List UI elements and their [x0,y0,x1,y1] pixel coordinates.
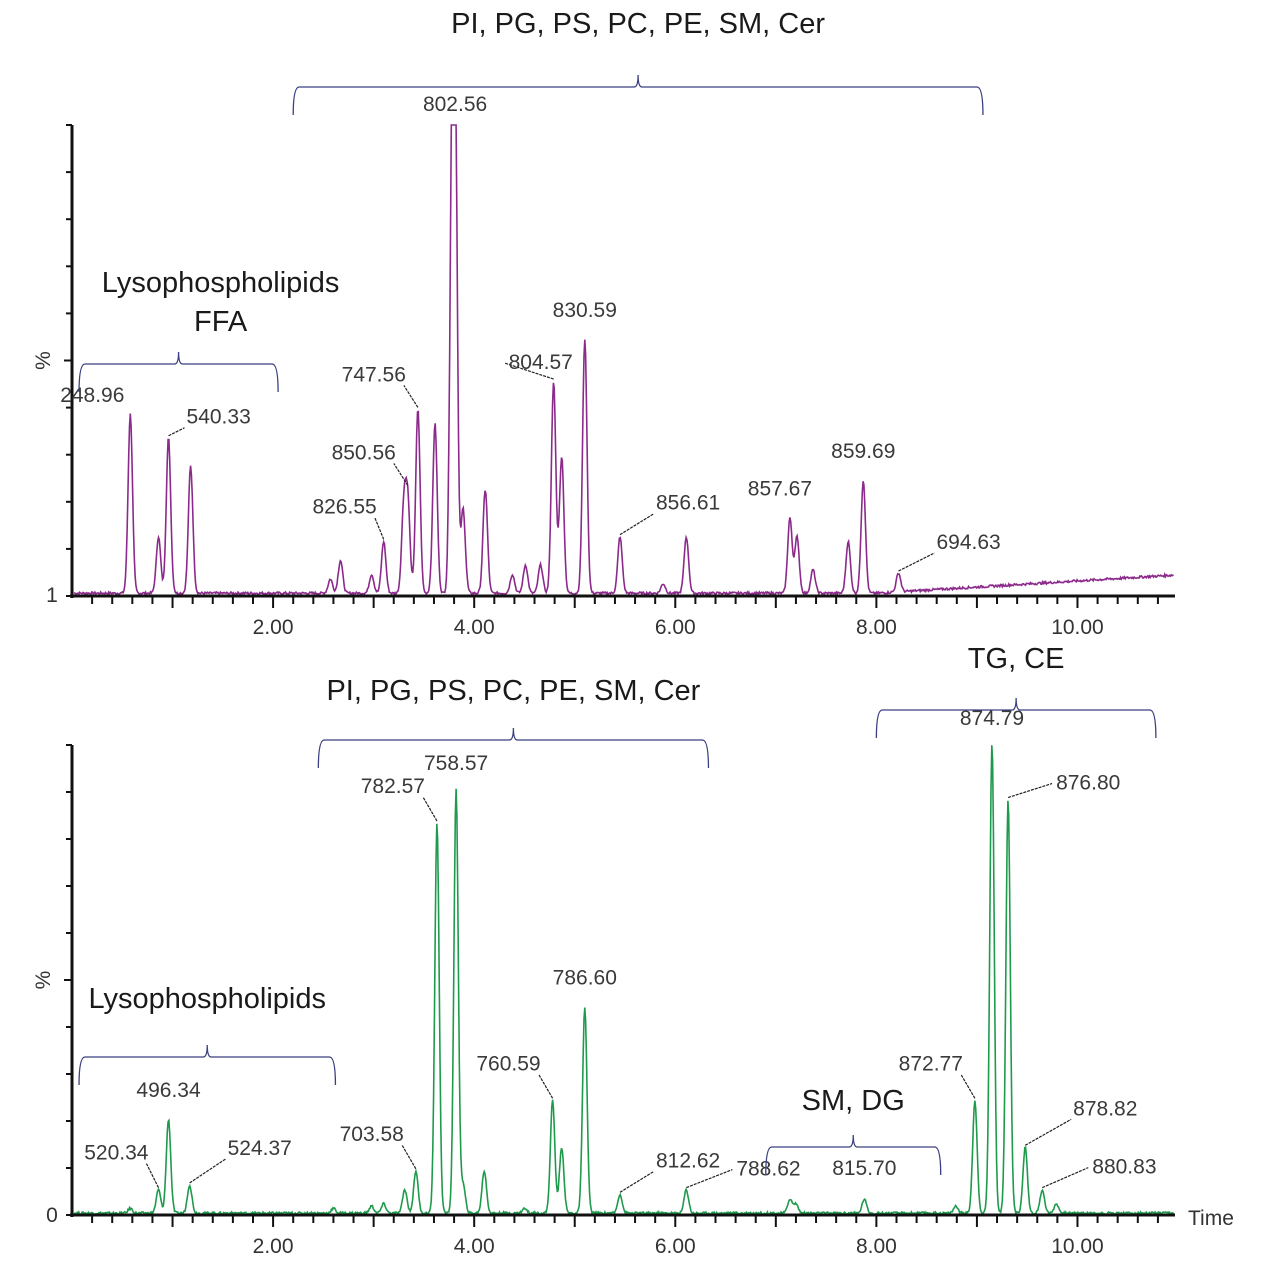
peak-label: 248.96 [60,384,124,407]
peak-label: 540.33 [187,406,251,429]
y-min-label: 1 [46,584,58,607]
peak-leader-line [422,796,438,822]
chromatogram-trace [73,124,1174,597]
peak-label: 760.59 [476,1052,540,1075]
x-tick-label: 8.00 [856,616,897,639]
peak-label: 880.83 [1092,1156,1156,1179]
peak-leader-line [686,1169,733,1189]
peak-leader-line [898,552,935,572]
peak-label: 859.69 [831,440,895,463]
peak-leader-line [189,1158,226,1184]
peak-label: 874.79 [960,707,1024,730]
x-tick-label: 8.00 [856,1235,897,1258]
peak-label: 496.34 [136,1079,201,1102]
peak-leader-line [619,1170,655,1193]
group-label: PI, PG, PS, PC, PE, SM, Cer [451,8,825,40]
x-tick-label: 2.00 [253,1235,294,1258]
peak-label: 694.63 [936,531,1000,554]
group-label: SM, DG [802,1085,905,1117]
peak-label: 703.58 [340,1123,404,1146]
peak-label: 872.77 [899,1052,963,1075]
peak-label: 856.61 [656,492,720,515]
peak-leader-line [619,513,655,536]
x-tick-label: 10.00 [1051,616,1104,639]
group-bracket [317,727,710,769]
peak-leader-line [538,1074,554,1099]
group-label: PI, PG, PS, PC, PE, SM, Cer [326,675,700,707]
peak-leader-line [1024,1118,1072,1146]
peak-leader-line [145,1163,160,1188]
peak-leader-line [1042,1167,1089,1189]
group-bracket [292,74,984,116]
peak-leader-line [403,385,419,408]
peak-leader-line [393,463,409,486]
x-tick-label: 6.00 [655,616,696,639]
peak-label: 758.57 [424,752,488,775]
peak-label: 524.37 [228,1137,292,1160]
x-tick-label: 6.00 [655,1235,696,1258]
x-tick-label: 10.00 [1051,1235,1104,1258]
peak-label: 812.62 [656,1149,720,1172]
chart-panel-1: 2.00 4.00 6.00 8.00 10.00% 1 248.96 540.33 826.5… [32,8,1175,639]
group-bracket [875,697,1157,739]
peak-label: 826.55 [312,495,376,518]
group-label-line2: FFA [194,306,248,338]
group-label: Lysophospholipids [88,983,326,1015]
peak-label: 878.82 [1073,1097,1137,1120]
peak-leader-line [374,517,385,540]
y-axis-label: % [32,351,55,370]
x-tick-label: 2.00 [253,616,294,639]
peak-leader-line [168,427,185,437]
x-tick-label: 4.00 [454,1235,495,1258]
group-label: TG, CE [968,643,1065,675]
peak-leader-line [1007,782,1053,799]
y-min-label: 0 [46,1204,58,1227]
peak-label: 747.56 [342,363,406,386]
peak-label: 782.57 [361,775,425,798]
x-axis-label: Time [1188,1207,1234,1230]
peak-label: 786.60 [553,966,617,989]
group-bracket [78,1044,337,1086]
peak-label: 876.80 [1056,772,1120,795]
x-tick-label: 4.00 [454,616,495,639]
peak-leader-line [960,1074,976,1099]
peak-label: 520.34 [84,1142,149,1165]
peak-leader-line [504,362,554,380]
group-bracket [78,351,279,393]
peak-leader-line [401,1144,417,1170]
peak-label: 802.56 [423,93,487,116]
chromatogram-trace [73,745,1175,1217]
y-axis-label: % [32,971,55,990]
peak-label: 857.67 [748,477,812,500]
peak-label: 788.62 [736,1158,800,1181]
peak-label: 850.56 [332,441,396,464]
chart-panel-2: 2.00 4.00 6.00 8.00 10.00% 0 Time 520.34 496.34 5… [32,643,1234,1258]
group-bracket [765,1134,942,1176]
group-label: Lysophospholipids [102,267,340,299]
peak-label: 815.70 [832,1157,896,1180]
peak-label: 830.59 [553,299,617,322]
peak-label: 804.57 [509,351,573,374]
